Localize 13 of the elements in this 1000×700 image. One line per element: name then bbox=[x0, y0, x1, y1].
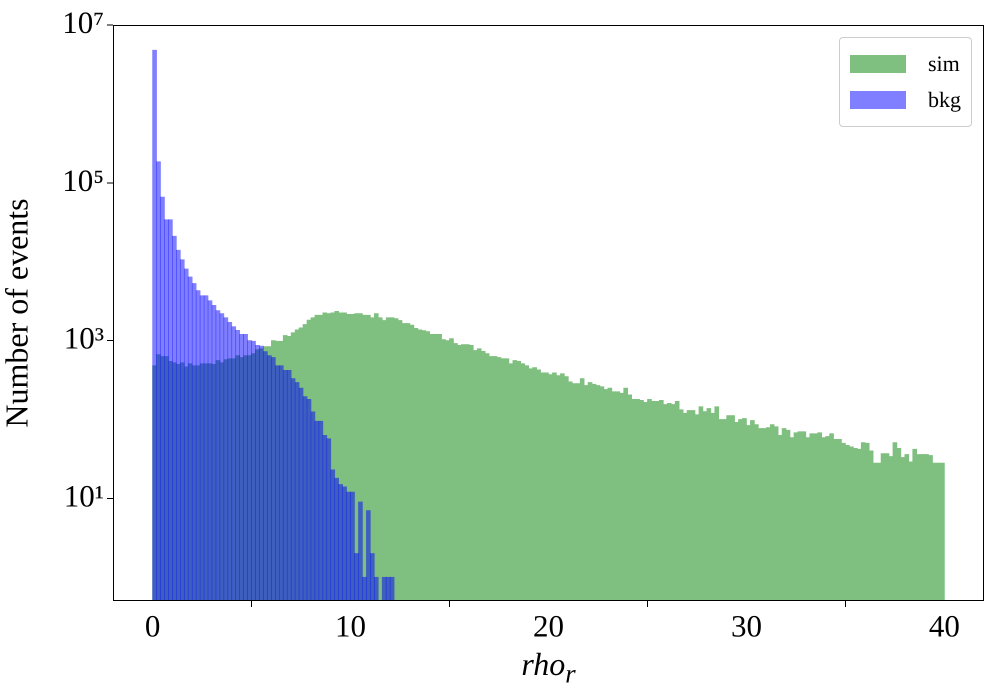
x-tick-label: 20 bbox=[533, 608, 564, 644]
y-tick-label: 10³ bbox=[64, 320, 104, 356]
x-tick-label: 0 bbox=[144, 608, 160, 644]
y-axis-title: Number of events bbox=[0, 198, 35, 428]
x-tick-label: 10 bbox=[335, 608, 366, 644]
x-axis-title: rho$_{r}$ bbox=[520, 645, 577, 690]
legend-label: sim bbox=[928, 51, 960, 77]
y-tick-label: 10¹ bbox=[64, 478, 104, 514]
y-tick-label: 10⁵ bbox=[62, 162, 104, 198]
x-tick-label: 40 bbox=[928, 608, 960, 644]
y-tick-label: 10⁷ bbox=[62, 5, 104, 40]
x-tick-label: 30 bbox=[730, 608, 762, 644]
legend-label: bkg bbox=[928, 87, 961, 113]
